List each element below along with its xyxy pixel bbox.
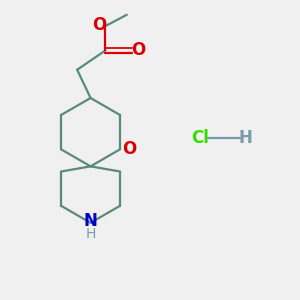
Text: N: N bbox=[84, 212, 98, 230]
Text: H: H bbox=[85, 227, 96, 241]
Text: O: O bbox=[131, 41, 145, 59]
Text: O: O bbox=[122, 140, 136, 158]
Text: H: H bbox=[238, 129, 252, 147]
Text: Cl: Cl bbox=[192, 129, 209, 147]
Text: O: O bbox=[92, 16, 106, 34]
